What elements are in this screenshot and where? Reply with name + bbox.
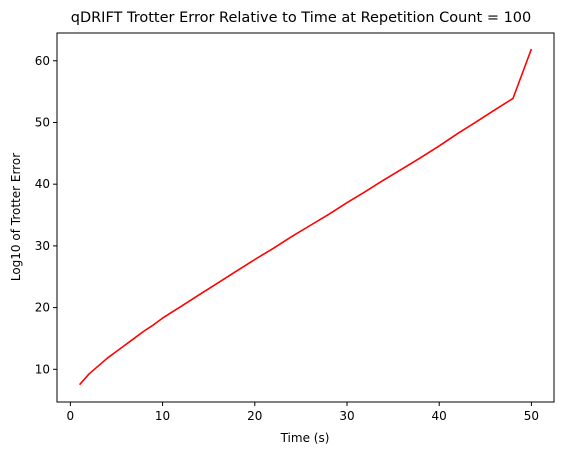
series-line bbox=[78, 48, 533, 386]
x-tick-label: 50 bbox=[524, 409, 539, 423]
y-tick-label: 40 bbox=[35, 177, 50, 191]
chart-title: qDRIFT Trotter Error Relative to Time at… bbox=[71, 10, 532, 26]
y-tick-label: 60 bbox=[35, 54, 50, 68]
y-axis-label: Log10 of Trotter Error bbox=[9, 153, 23, 281]
y-tick-label: 20 bbox=[35, 301, 50, 315]
x-tick-label: 0 bbox=[67, 409, 75, 423]
y-tick-label: 50 bbox=[35, 115, 50, 129]
x-tick-label: 40 bbox=[432, 409, 447, 423]
series-lines bbox=[78, 48, 533, 386]
x-axis-label: Time (s) bbox=[280, 431, 330, 445]
x-axis-ticks: 0 10 20 30 40 50 bbox=[67, 402, 539, 423]
y-tick-label: 30 bbox=[35, 239, 50, 253]
y-axis-ticks: 10 20 30 40 50 60 bbox=[35, 54, 57, 376]
x-tick-label: 30 bbox=[339, 409, 354, 423]
plot-area bbox=[56, 32, 555, 403]
x-tick-label: 10 bbox=[155, 409, 170, 423]
x-tick-label: 20 bbox=[247, 409, 262, 423]
y-tick-label: 10 bbox=[35, 362, 50, 376]
